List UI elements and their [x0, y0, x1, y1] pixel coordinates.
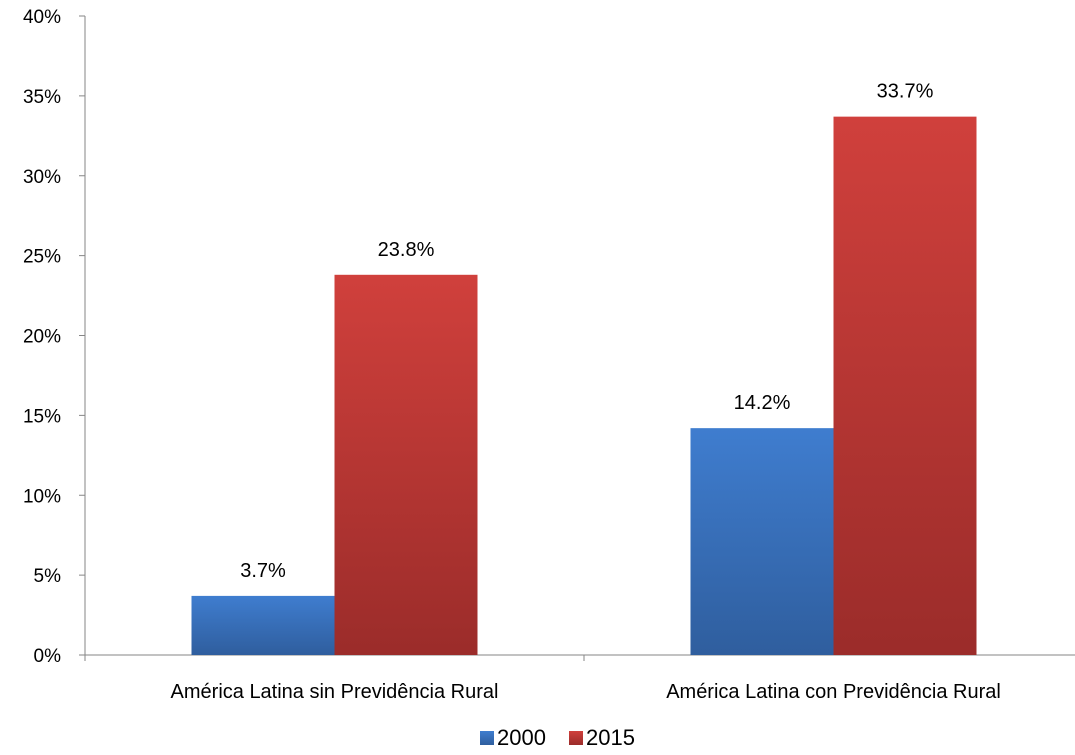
data-label: 3.7% — [240, 560, 286, 582]
y-tick-label: 40% — [23, 7, 61, 28]
bar-2000-1 — [191, 595, 335, 655]
bar-2000-2 — [690, 428, 834, 655]
legend-swatch-2000 — [480, 731, 494, 745]
y-tick-label: 5% — [34, 566, 62, 587]
data-labels: 3.7% 23.8% 14.2% 33.7% — [240, 81, 933, 582]
legend-swatch-2015 — [569, 731, 583, 745]
legend-label: 2000 — [497, 725, 546, 750]
y-axis: 0% 5% 10% 15% 20% 25% 30% 35% 40% — [23, 7, 86, 667]
y-tick-label: 30% — [23, 167, 61, 188]
bars — [191, 116, 977, 655]
legend: 2000 2015 — [480, 725, 635, 750]
bar-2015-2 — [833, 116, 977, 655]
data-label: 23.8% — [378, 239, 435, 261]
category-label: América Latina sin Previdência Rural — [171, 681, 499, 703]
y-tick-label: 20% — [23, 327, 61, 348]
y-tick-label: 10% — [23, 486, 61, 507]
x-axis: América Latina sin Previdência Rural Amér… — [84, 654, 1075, 703]
y-tick-label: 0% — [34, 646, 62, 667]
category-label: América Latina con Previdência Rural — [666, 681, 1001, 703]
bar-2015-1 — [334, 274, 478, 655]
y-tick-label: 15% — [23, 406, 61, 427]
legend-label: 2015 — [586, 725, 635, 750]
y-tick-label: 25% — [23, 247, 61, 268]
y-tick-label: 35% — [23, 87, 61, 108]
data-label: 14.2% — [734, 392, 791, 414]
data-label: 33.7% — [877, 81, 934, 103]
